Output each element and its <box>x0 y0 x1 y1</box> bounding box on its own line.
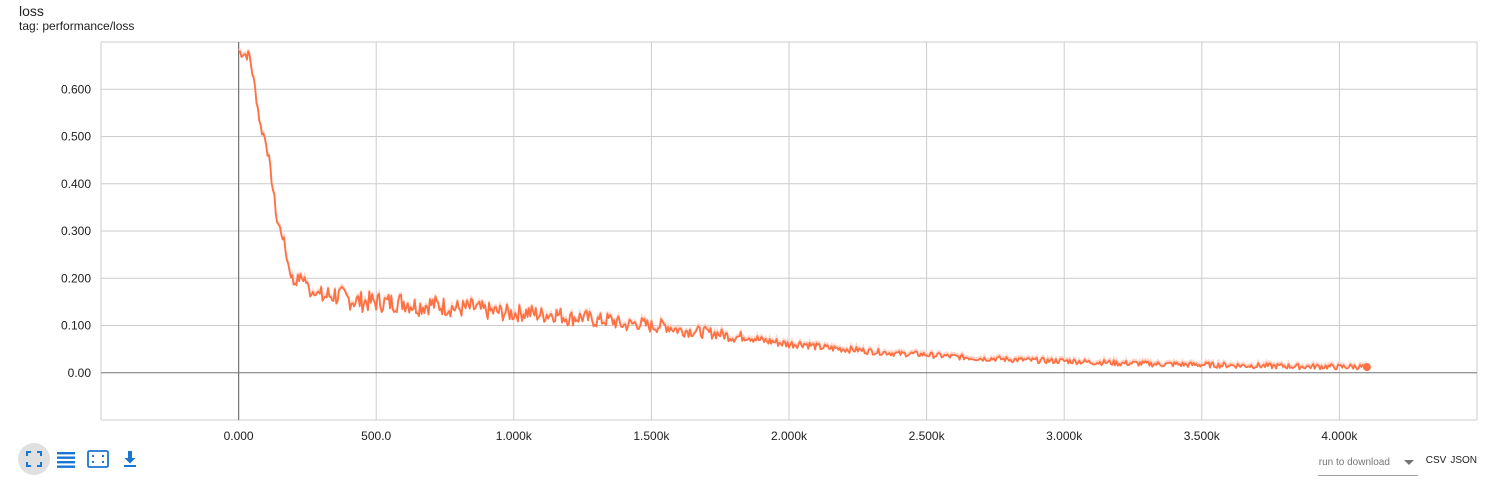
toggle-log-scale-icon <box>57 452 75 468</box>
x-tick-label: 3.000k <box>1046 429 1083 440</box>
run-select-placeholder: run to download <box>1318 457 1390 468</box>
x-tick-label: 2.500k <box>909 429 946 440</box>
fit-domain-button[interactable] <box>18 443 50 475</box>
y-tick-label: 0.00 <box>68 366 92 380</box>
y-tick-label: 0.600 <box>61 82 91 96</box>
x-tick-label: 4.000k <box>1321 429 1358 440</box>
download-icon <box>124 451 136 467</box>
x-tick-label: 1.500k <box>633 429 670 440</box>
x-tick-label: 500.0 <box>361 429 391 440</box>
x-tick-label: 2.000k <box>771 429 808 440</box>
y-tick-label: 0.500 <box>61 130 91 144</box>
y-tick-label: 0.100 <box>61 319 91 333</box>
toggle-y-axis-button[interactable] <box>82 443 114 475</box>
download-controls: run to download CSV JSON <box>1317 449 1477 476</box>
csv-link[interactable]: CSV <box>1425 455 1447 466</box>
y-tick-label: 0.200 <box>61 271 91 285</box>
card-subtitle: tag: performance/loss <box>19 19 135 33</box>
chart-toolbar <box>18 443 146 475</box>
chevron-down-icon <box>1403 460 1414 465</box>
x-tick-label: 3.500k <box>1184 429 1221 440</box>
x-tick-label: 0.000 <box>224 429 254 440</box>
run-to-download-select[interactable]: run to download <box>1317 449 1418 476</box>
series-line <box>238 50 1368 371</box>
x-tick-label: 1.000k <box>496 429 533 440</box>
raw-series-line <box>238 48 1368 370</box>
download-button[interactable] <box>114 443 146 475</box>
loss-chart[interactable]: 0.00 0.100 0.200 0.300 0.400 0.500 0.600 0.000 5… <box>0 0 1499 440</box>
json-link[interactable]: JSON <box>1450 455 1477 466</box>
series-end-point <box>1362 363 1371 372</box>
toggle-log-scale-button[interactable] <box>50 443 82 475</box>
card-title: loss <box>19 3 44 19</box>
y-tick-label: 0.400 <box>61 177 91 191</box>
y-tick-label: 0.300 <box>61 224 91 238</box>
fit-domain-icon <box>26 451 42 467</box>
toggle-y-axis-icon <box>87 450 109 468</box>
